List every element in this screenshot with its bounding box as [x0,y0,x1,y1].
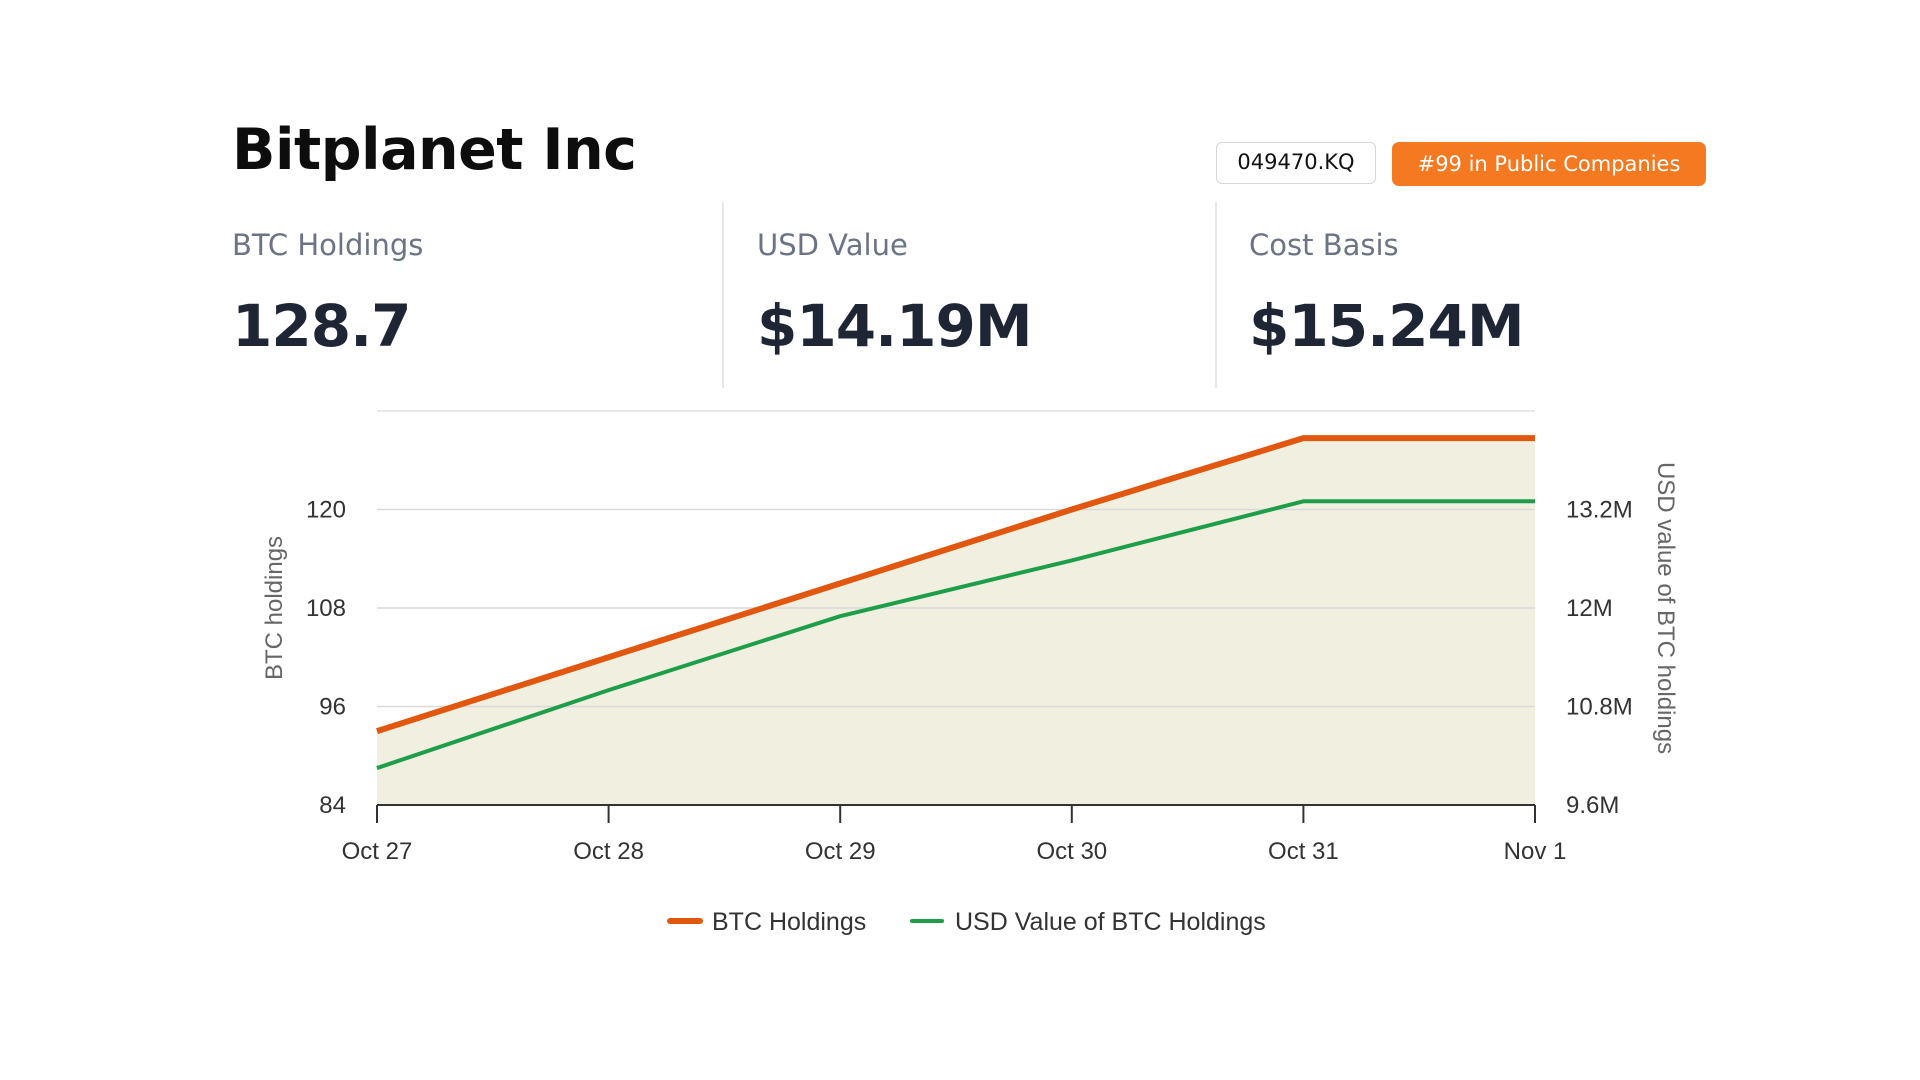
company-title: Bitplanet Inc [232,117,637,183]
x-tick-label: Oct 31 [1268,838,1339,865]
stat-value: 128.7 [232,292,411,360]
stat-divider [722,202,724,388]
usd-value-line [376,499,1535,770]
left-tick-label: 84 [319,792,346,819]
left-tick-label: 96 [319,694,346,721]
stat-value: $15.24M [1249,292,1525,360]
rank-badge[interactable]: #99 in Public Companies [1392,142,1706,186]
right-axis-title: USD value of BTC holdings [1652,462,1679,754]
legend-label: USD Value of BTC Holdings [955,908,1266,936]
stat-label: USD Value [757,228,908,262]
x-tick-label: Oct 29 [805,838,876,865]
right-tick-label: 9.6M [1566,792,1619,819]
stat-cost-basis: Cost Basis $15.24M [1249,202,1699,388]
right-tick-label: 10.8M [1566,694,1633,721]
legend-label: BTC Holdings [712,908,866,936]
stat-value: $14.19M [757,292,1033,360]
x-tick-label: Oct 27 [342,838,413,865]
left-tick-label: 108 [306,595,346,622]
x-tick-label: Oct 30 [1036,838,1107,865]
right-tick-label: 12M [1566,595,1613,622]
left-tick-label: 120 [306,497,346,524]
btc-holdings-area [377,438,1535,805]
btc-holdings-line [376,435,1535,734]
stat-label: Cost Basis [1249,228,1399,262]
stat-divider [1215,202,1217,388]
right-tick-label: 13.2M [1566,497,1633,524]
left-axis-title: BTC holdings [261,536,288,680]
x-tick-label: Oct 28 [573,838,644,865]
stat-btc-holdings: BTC Holdings 128.7 [232,202,712,388]
stat-label: BTC Holdings [232,228,424,262]
x-tick-label: Nov 1 [1504,838,1567,865]
stat-usd-value: USD Value $14.19M [757,202,1207,388]
ticker-badge: 049470.KQ [1216,142,1376,184]
